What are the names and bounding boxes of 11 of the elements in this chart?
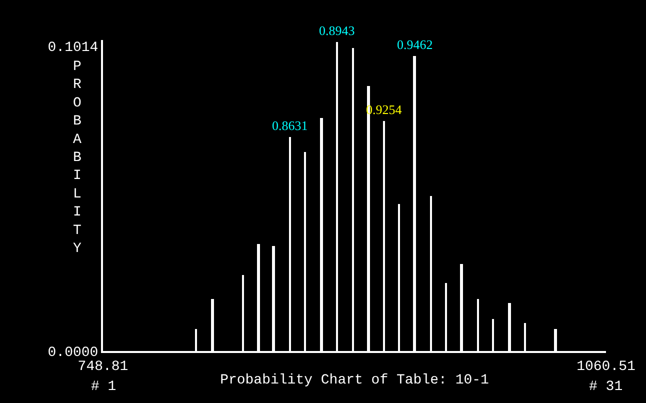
text: # 31: [589, 379, 623, 395]
annotation: 0.8943: [319, 23, 355, 38]
y-tick-label: 0.0000: [48, 344, 98, 361]
text: PROBABILITY: [73, 59, 82, 257]
y-tick-label: 0.1014: [48, 40, 98, 56]
x-tick-label: 1060.51: [576, 358, 636, 375]
x-tick-label: 748.81: [78, 358, 128, 375]
x-axis-title: Probability Chart of Table: 10-1: [220, 372, 489, 389]
annotation: 0.9462: [397, 37, 433, 52]
text: # 1: [91, 379, 116, 395]
annotation: 0.8631: [272, 118, 308, 133]
